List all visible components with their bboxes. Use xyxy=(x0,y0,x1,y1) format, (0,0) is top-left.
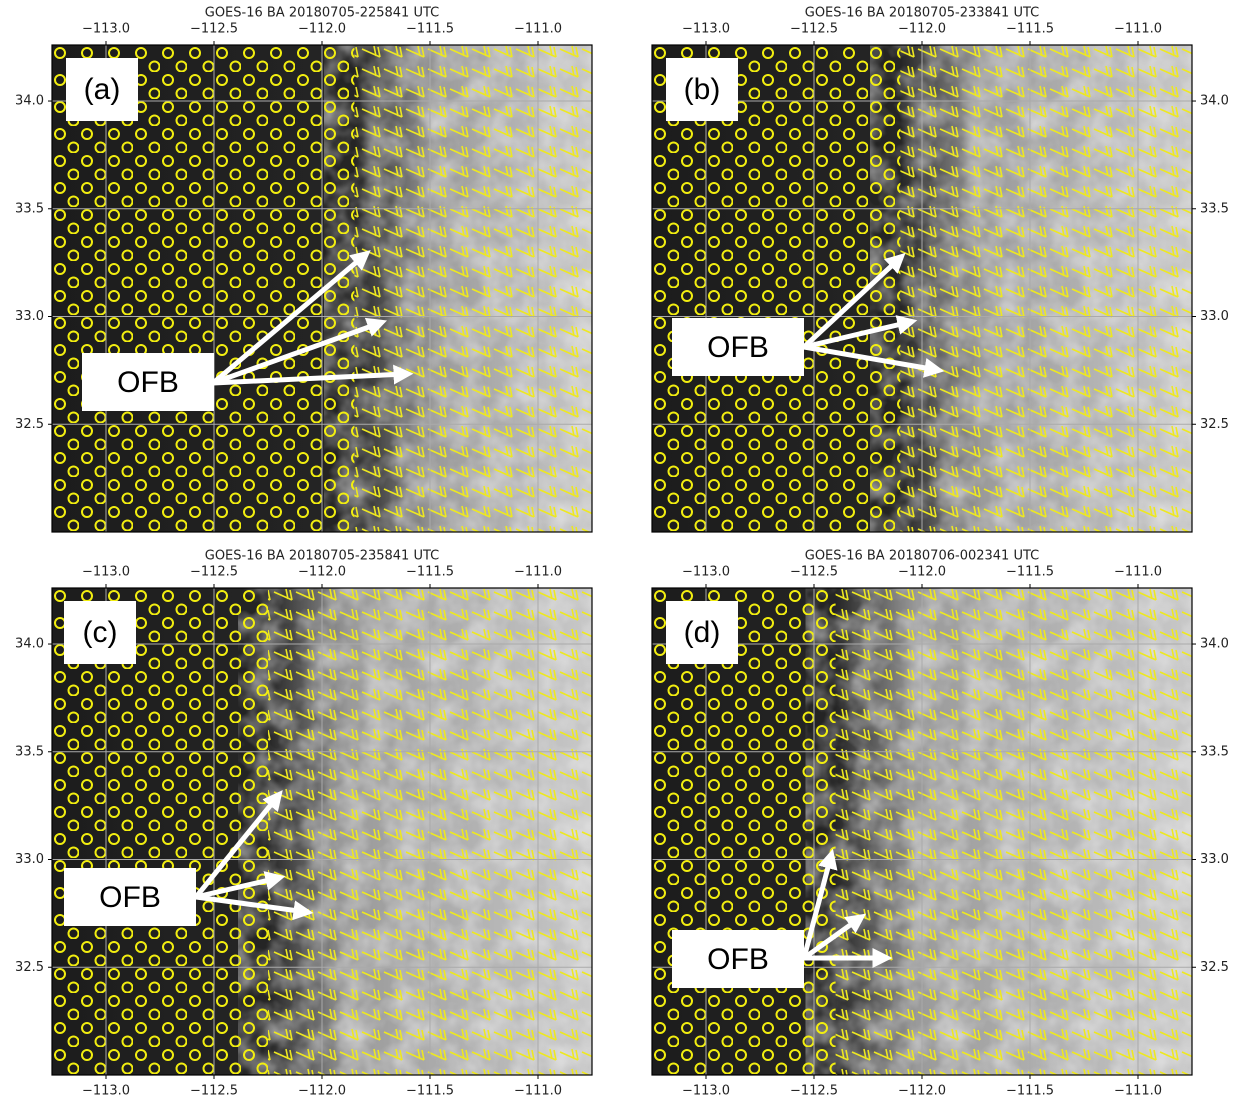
x-tick-label: −112.0 xyxy=(298,22,346,37)
satellite-image xyxy=(652,588,1243,1075)
annotation: OFB xyxy=(707,943,769,976)
x-tick-label: −112.5 xyxy=(190,22,238,37)
y-tick-label: 34.0 xyxy=(15,637,44,652)
y-tick-label: 33.5 xyxy=(15,744,44,759)
x-tick-label: −112.0 xyxy=(898,22,946,37)
x-tick-label: −113.0 xyxy=(682,565,730,580)
x-tick-label: −111.0 xyxy=(1114,1084,1162,1099)
y-tick-label: 34.0 xyxy=(15,94,44,109)
x-tick-label: −112.0 xyxy=(898,1084,946,1099)
x-tick-label: −112.5 xyxy=(790,565,838,580)
x-tick-label: −112.5 xyxy=(790,1084,838,1099)
x-tick-label: −113.0 xyxy=(682,1084,730,1099)
wind-barbs xyxy=(900,45,1192,532)
y-tick-label: 34.0 xyxy=(1200,637,1229,652)
panel-title: GOES-16 BA 20180705-233841 UTC xyxy=(805,6,1039,21)
x-tick-label: −111.0 xyxy=(514,22,562,37)
y-tick-label: 33.0 xyxy=(1200,852,1229,867)
x-tick-label: −111.5 xyxy=(1006,1084,1054,1099)
panel: −113.0 −112.5 −112.0 −111.5 −111.0 32.5 33.0 33… xyxy=(652,6,1243,533)
x-tick-label: −111.5 xyxy=(1006,565,1054,580)
x-tick-label: −112.5 xyxy=(190,1084,238,1099)
x-tick-label: −113.0 xyxy=(682,22,730,37)
x-tick-label: −112.0 xyxy=(898,565,946,580)
y-tick-label: 33.0 xyxy=(15,852,44,867)
x-tick-label: −111.0 xyxy=(1114,565,1162,580)
figure: −113.0 −112.5 −112.0 −111.5 −111.0 32.5 33.0 33… xyxy=(0,0,1243,1101)
wind-barbs xyxy=(354,45,592,532)
x-tick-label: −111.5 xyxy=(1006,22,1054,37)
annotation: OFB xyxy=(117,366,179,399)
y-tick-label: 32.5 xyxy=(1200,960,1229,975)
panel-label: (d) xyxy=(684,616,721,649)
wind-barbs xyxy=(836,588,1192,1075)
panel-title: GOES-16 BA 20180705-235841 UTC xyxy=(205,549,439,564)
panel-label: (c) xyxy=(83,616,118,649)
panel-title: GOES-16 BA 20180705-225841 UTC xyxy=(205,6,439,21)
x-tick-label: −112.0 xyxy=(298,1084,346,1099)
x-tick-label: −112.0 xyxy=(298,565,346,580)
y-tick-label: 32.5 xyxy=(15,960,44,975)
x-tick-label: −112.5 xyxy=(190,565,238,580)
x-tick-label: −113.0 xyxy=(82,1084,130,1099)
x-tick-label: −111.5 xyxy=(406,565,454,580)
y-tick-label: 33.0 xyxy=(1200,309,1229,324)
panel: −113.0 −113.0 −112.5 −112.5 −112.0 −112.0 −111… xyxy=(652,549,1243,1099)
x-tick-label: −113.0 xyxy=(82,565,130,580)
y-tick-label: 32.5 xyxy=(15,417,44,432)
x-tick-label: −112.5 xyxy=(790,22,838,37)
y-tick-label: 33.5 xyxy=(15,201,44,216)
x-tick-label: −111.5 xyxy=(406,22,454,37)
x-tick-label: −111.0 xyxy=(1114,22,1162,37)
x-tick-label: −111.0 xyxy=(514,1084,562,1099)
panel-label: (b) xyxy=(684,73,721,106)
x-tick-label: −111.5 xyxy=(406,1084,454,1099)
y-tick-label: 33.0 xyxy=(15,309,44,324)
y-tick-label: 33.5 xyxy=(1200,201,1229,216)
annotation: OFB xyxy=(99,881,161,914)
x-tick-label: −113.0 xyxy=(82,22,130,37)
y-tick-label: 33.5 xyxy=(1200,744,1229,759)
y-tick-label: 34.0 xyxy=(1200,94,1229,109)
x-tick-label: −111.0 xyxy=(514,565,562,580)
annotation: OFB xyxy=(707,331,769,364)
y-tick-label: 32.5 xyxy=(1200,417,1229,432)
panel-title: GOES-16 BA 20180706-002341 UTC xyxy=(805,549,1039,564)
panel-label: (a) xyxy=(84,73,121,106)
satellite-image xyxy=(652,45,1243,532)
